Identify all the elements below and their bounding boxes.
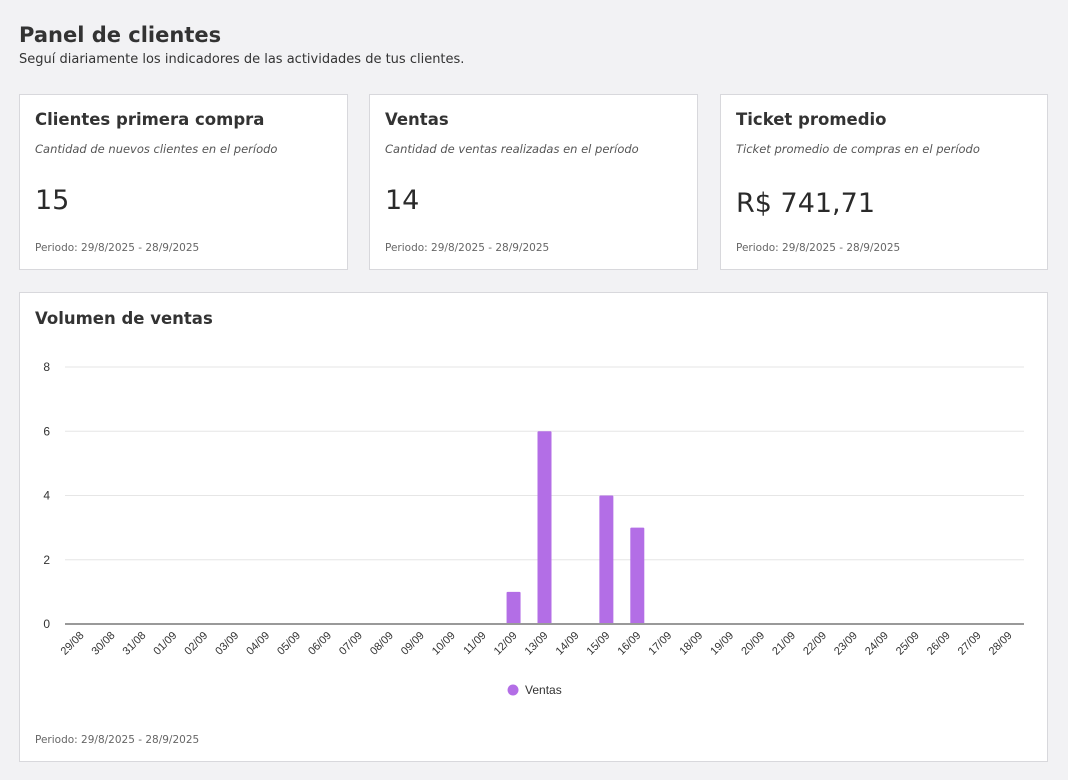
- legend-marker: [507, 684, 519, 696]
- x-tick-label: 14/09: [554, 630, 582, 658]
- card-sales: Ventas Cantidad de ventas realizadas en …: [369, 94, 698, 270]
- card-title: Ventas: [385, 110, 449, 129]
- bar: [599, 495, 614, 624]
- x-tick-label: 04/09: [244, 630, 272, 658]
- card-first-purchase: Clientes primera compra Cantidad de nuev…: [19, 94, 348, 270]
- x-tick-label: 11/09: [461, 630, 488, 657]
- y-tick-label: 8: [43, 360, 50, 374]
- x-tick-label: 29/08: [59, 630, 87, 658]
- x-tick-label: 28/09: [987, 630, 1015, 658]
- x-tick-label: 10/09: [430, 630, 458, 658]
- x-tick-label: 26/09: [925, 630, 953, 658]
- card-period: Periodo: 29/8/2025 - 28/9/2025: [736, 242, 901, 254]
- x-tick-label: 24/09: [863, 630, 891, 658]
- card-description: Ticket promedio de compras en el período: [736, 142, 980, 156]
- x-tick-label: 18/09: [677, 630, 705, 658]
- y-tick-label: 6: [43, 424, 50, 438]
- x-tick-label: 25/09: [894, 630, 922, 658]
- x-tick-label: 27/09: [956, 630, 984, 658]
- y-tick-label: 0: [43, 617, 50, 631]
- x-tick-label: 20/09: [739, 630, 767, 658]
- x-tick-label: 06/09: [306, 630, 334, 658]
- page-subtitle: Seguí diariamente los indicadores de las…: [19, 52, 465, 67]
- x-tick-label: 09/09: [399, 630, 427, 658]
- chart-title: Volumen de ventas: [35, 309, 213, 328]
- card-description: Cantidad de nuevos clientes en el períod…: [35, 142, 278, 156]
- x-tick-label: 13/09: [523, 630, 551, 658]
- x-tick-label: 31/08: [121, 630, 149, 658]
- bar: [506, 591, 521, 624]
- page-title: Panel de clientes: [19, 23, 222, 47]
- x-tick-label: 21/09: [770, 630, 798, 658]
- x-tick-label: 03/09: [213, 630, 241, 658]
- card-value: 15: [35, 185, 70, 216]
- x-tick-label: 17/09: [646, 630, 674, 658]
- x-tick-label: 22/09: [801, 630, 829, 658]
- card-value: R$ 741,71: [736, 188, 875, 219]
- x-tick-label: 07/09: [337, 630, 365, 658]
- x-tick-label: 19/09: [708, 630, 736, 658]
- x-tick-label: 16/09: [615, 630, 643, 658]
- sales-volume-card: Volumen de ventas 0 2 4 6 8 29/08 30/08 31/08 01…: [19, 292, 1048, 762]
- card-value: 14: [385, 185, 420, 216]
- card-title: Clientes primera compra: [35, 110, 265, 129]
- x-tick-label: 02/09: [182, 630, 210, 658]
- bar: [630, 527, 645, 624]
- sales-volume-chart: 0 2 4 6 8 29/08 30/08 31/08 01/09 02/09 03/09 04/09…: [43, 360, 1024, 697]
- bar: [537, 431, 552, 624]
- x-tick-label: 01/09: [151, 630, 179, 658]
- y-tick-label: 2: [43, 553, 50, 567]
- y-tick-label: 4: [43, 489, 50, 503]
- chart-period: Periodo: 29/8/2025 - 28/9/2025: [35, 734, 200, 746]
- x-tick-label: 05/09: [275, 630, 303, 658]
- x-tick-label: 08/09: [368, 630, 396, 658]
- x-tick-label: 23/09: [832, 630, 860, 658]
- card-period: Periodo: 29/8/2025 - 28/9/2025: [385, 242, 550, 254]
- x-tick-label: 12/09: [492, 630, 520, 658]
- x-tick-label: 30/08: [90, 630, 118, 658]
- legend-label: Ventas: [525, 683, 562, 697]
- card-average-ticket: Ticket promedio Ticket promedio de compr…: [720, 94, 1048, 270]
- card-title: Ticket promedio: [736, 110, 887, 129]
- card-description: Cantidad de ventas realizadas en el perí…: [385, 142, 639, 156]
- x-tick-label: 15/09: [585, 630, 613, 658]
- card-period: Periodo: 29/8/2025 - 28/9/2025: [35, 242, 200, 254]
